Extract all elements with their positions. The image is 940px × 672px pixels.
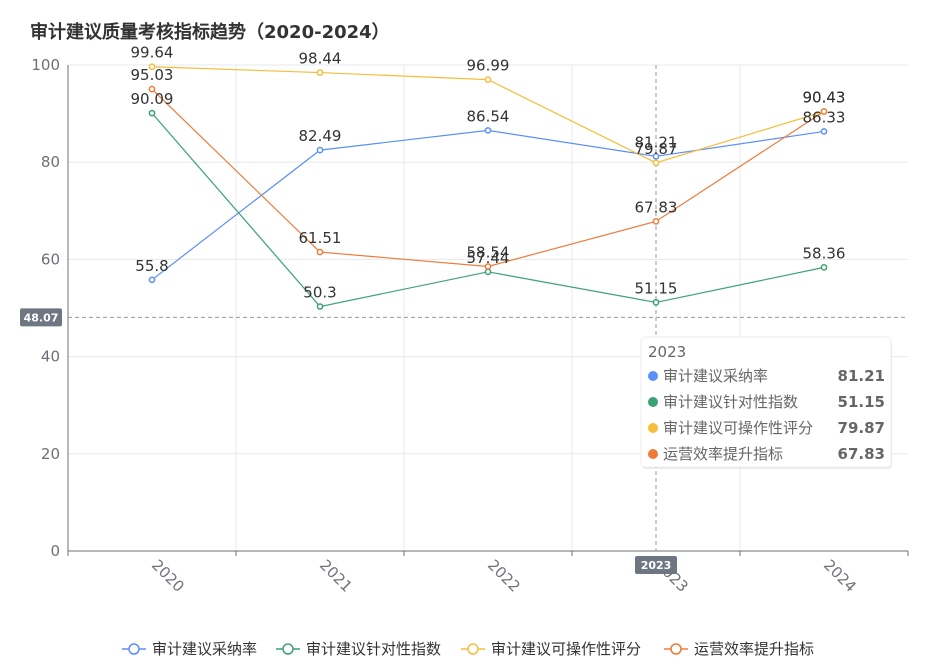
crosshair: 48.07 2023: [20, 65, 908, 574]
data-label: 61.51: [299, 229, 342, 247]
tooltip-series-name: 审计建议可操作性评分: [663, 419, 813, 437]
data-point[interactable]: [484, 127, 492, 134]
data-point[interactable]: [484, 263, 492, 270]
legend-marker[interactable]: [670, 643, 682, 655]
legend-marker[interactable]: [467, 643, 479, 655]
tooltip-series-name: 审计建议采纳率: [663, 367, 768, 385]
legend-label[interactable]: 审计建议采纳率: [152, 640, 257, 658]
tooltip-box: [640, 336, 892, 468]
legend-label[interactable]: 审计建议针对性指数: [306, 640, 441, 658]
tooltip-series-name: 审计建议针对性指数: [663, 393, 798, 411]
data-label: 58.36: [803, 244, 846, 262]
data-point[interactable]: [820, 128, 828, 135]
data-point[interactable]: [148, 85, 156, 93]
crosshair-y-badge-label: 48.07: [24, 311, 59, 324]
grid: [68, 64, 908, 551]
data-label: 90.43: [803, 89, 846, 107]
data-label: 55.8: [135, 257, 168, 275]
crosshair-x-badge: [635, 556, 677, 574]
tooltip-series-name: 运营效率提升指标: [663, 445, 783, 463]
x-tick-label: 2024: [820, 556, 860, 596]
tooltip-marker: [648, 449, 658, 459]
axes: 0 20 40 60 80 100 2020 2021 2022 2023 2024: [31, 56, 909, 596]
data-label: 67.83: [635, 198, 678, 216]
tooltip-series-value: 79.87: [838, 419, 885, 437]
data-label: 51.15: [635, 279, 678, 297]
data-label: 79.87: [635, 140, 678, 158]
y-tick-label: 20: [41, 445, 60, 463]
crosshair-y-badge: [20, 308, 62, 327]
tooltip-series-value: 51.15: [838, 393, 885, 411]
data-label: 90.09: [131, 90, 174, 108]
data-point[interactable]: [820, 108, 828, 115]
tooltip-marker: [648, 423, 658, 433]
data-point[interactable]: [148, 109, 156, 117]
data-label: 82.49: [299, 127, 342, 145]
data-label: 99.64: [131, 44, 174, 62]
data-point[interactable]: [484, 76, 492, 83]
data-label: 50.3: [303, 284, 336, 302]
data-label: 57.44: [467, 249, 510, 267]
legend-label[interactable]: 审计建议可操作性评分: [491, 640, 641, 658]
data-label: 58.54: [467, 243, 510, 261]
y-tick-label: 40: [41, 348, 60, 366]
legend: 审计建议采纳率 审计建议针对性指数 审计建议可操作性评分 运营效率提升指标: [122, 640, 814, 658]
tooltip-marker: [648, 397, 658, 407]
data-label: 95.03: [131, 66, 174, 84]
x-tick-label: 2021: [316, 556, 356, 596]
y-tick-label: 0: [50, 542, 60, 560]
data-point[interactable]: [148, 63, 156, 71]
tooltip-series-value: 81.21: [838, 367, 885, 385]
data-point[interactable]: [820, 264, 828, 271]
x-tick-label: 2020: [148, 556, 188, 596]
data-point[interactable]: [316, 248, 324, 256]
data-label: 98.44: [299, 50, 342, 68]
data-label: 81.21: [635, 133, 678, 151]
legend-marker[interactable]: [128, 643, 140, 655]
data-label: 86.33: [803, 108, 846, 126]
tooltip-title: 2023: [648, 343, 686, 361]
data-point[interactable]: [652, 299, 660, 306]
y-tick-label: 100: [31, 56, 60, 74]
tooltip-series-value: 67.83: [838, 445, 885, 463]
series-group: [148, 63, 828, 310]
data-label: 90.43: [803, 89, 846, 107]
chart-title: 审计建议质量考核指标趋势（2020-2024）: [30, 21, 390, 43]
crosshair-x-badge-label: 2023: [641, 559, 672, 572]
data-label: 96.99: [467, 57, 510, 75]
data-labels: 55.8 82.49 86.54 81.21 86.33 90.09 50.3 57.44 51…: [131, 44, 846, 302]
legend-label[interactable]: 运营效率提升指标: [694, 640, 814, 658]
data-point[interactable]: [316, 303, 324, 310]
tooltip-marker: [648, 371, 658, 381]
data-point[interactable]: [148, 276, 156, 284]
data-point[interactable]: [484, 268, 492, 276]
y-tick-label: 80: [41, 153, 60, 171]
data-label: 86.54: [467, 107, 510, 125]
tooltip: 2023 审计建议采纳率 81.21 审计建议针对性指数 51.15 审计建议可操作性评分…: [640, 336, 892, 469]
y-tick-label: 60: [41, 250, 60, 268]
data-point[interactable]: [652, 152, 660, 160]
data-point[interactable]: [316, 146, 324, 154]
x-tick-label: 2022: [484, 556, 524, 596]
data-point[interactable]: [652, 217, 660, 225]
legend-marker[interactable]: [282, 643, 294, 655]
data-point[interactable]: [316, 69, 324, 76]
data-point[interactable]: [652, 159, 660, 167]
